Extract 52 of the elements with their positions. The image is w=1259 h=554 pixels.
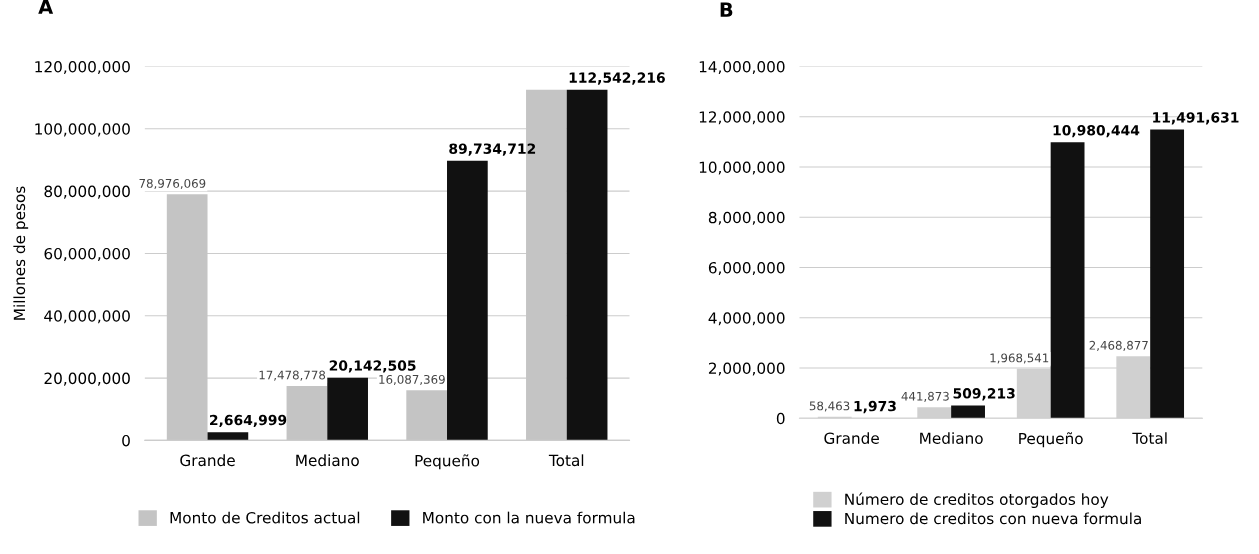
data-label: 509,213 (953, 388, 1015, 401)
data-label: 11,491,631 (1153, 112, 1239, 125)
x-tick-label: Grande (180, 454, 235, 467)
data-label: 1,973 (854, 400, 896, 414)
data-label: 78,976,069 (139, 178, 206, 190)
bar (207, 432, 249, 441)
y-axis-title: Millones de pesos (13, 186, 29, 320)
y-tick-label: 40,000,000 (44, 310, 130, 324)
bar (1050, 142, 1085, 419)
data-label: 1,968,541 (990, 353, 1049, 364)
y-tick-label: 6,000,000 (708, 261, 785, 276)
y-tick-label: 10,000,000 (699, 161, 785, 175)
y-tick-label: 0 (776, 412, 785, 425)
data-label: 17,478,778 (259, 370, 326, 381)
data-label: 58,463 (809, 401, 850, 412)
y-tick-label: 20,000,000 (44, 372, 130, 386)
x-tick-label: Mediano (296, 454, 359, 467)
legend-label: Número de creditos otorgados hoy (845, 492, 1109, 508)
chart-title: A (38, 0, 54, 14)
data-label: 10,980,444 (1053, 124, 1140, 138)
data-label: 112,542,216 (569, 72, 665, 85)
bar (447, 160, 488, 441)
y-tick-label: 120,000,000 (35, 60, 130, 75)
data-label: 441,873 (901, 391, 949, 402)
data-label: 20,142,505 (329, 360, 416, 373)
data-label: 2,468,877 (1089, 340, 1148, 351)
y-tick-label: 0 (122, 434, 130, 447)
x-tick-label: Mediano (920, 432, 983, 444)
data-label: 16,087,369 (379, 374, 445, 386)
y-tick-label: 60,000,000 (44, 247, 130, 262)
bar (951, 405, 985, 419)
chart-title: B (720, 2, 733, 17)
y-tick-label: 14,000,000 (699, 60, 785, 75)
legend-label: Numero de creditos con nueva formula (845, 512, 1141, 525)
x-tick-label: Pequeño (415, 454, 480, 470)
y-tick-label: 4,000,000 (708, 312, 785, 326)
data-label: 89,734,712 (449, 143, 536, 156)
bar (327, 377, 368, 441)
y-tick-label: 2,000,000 (708, 362, 785, 376)
bar (566, 89, 608, 441)
y-tick-label: 8,000,000 (708, 211, 785, 225)
x-tick-label: Pequeño (1019, 432, 1083, 448)
bar (1150, 129, 1185, 419)
legend-label: Monto con la nueva formula (423, 511, 635, 524)
y-tick-label: 80,000,000 (44, 185, 130, 199)
legend-label: Monto de Creditos actual (170, 511, 360, 524)
data-label: 2,664,999 (210, 414, 287, 428)
x-tick-label: Total (1132, 432, 1167, 444)
y-tick-label: 12,000,000 (699, 111, 785, 125)
y-tick-label: 100,000,000 (35, 123, 130, 137)
x-tick-label: Total (548, 454, 584, 467)
x-tick-label: Grande (824, 432, 879, 444)
